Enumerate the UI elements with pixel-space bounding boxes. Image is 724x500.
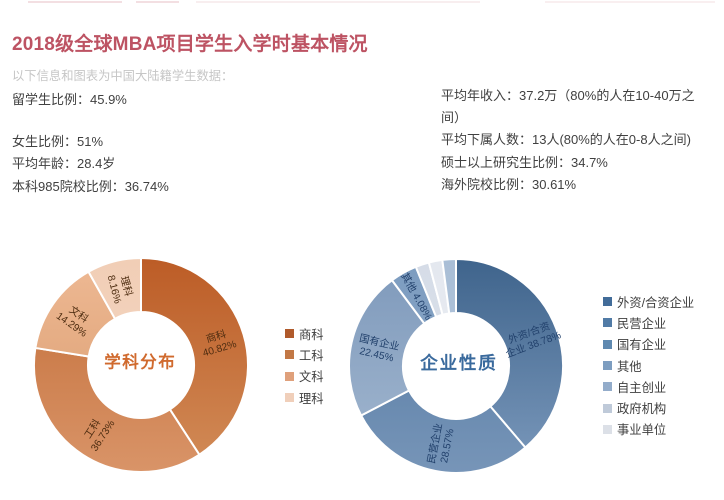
enterprise-legend-label-0: 外资/合资企业	[617, 295, 695, 310]
enterprise-slice-1	[360, 389, 527, 474]
stat-average-income: 平均年收入：37.2万（80%的人在10-40万之间）	[441, 87, 695, 125]
subject-legend-item-0: 商科	[285, 323, 324, 344]
stat-average-age: 平均年龄：28.4岁	[12, 156, 116, 172]
cropped-text-remnant	[545, 1, 715, 3]
enterprise-slice-2	[348, 279, 426, 417]
enterprise-legend-swatch-4	[603, 382, 612, 392]
cropped-text-remnant	[136, 1, 179, 3]
subject-legend-label-0: 商科	[299, 327, 324, 342]
subject-slice-1	[33, 346, 201, 473]
legend-subject: 商科 工科 文科 理科	[285, 323, 324, 408]
enterprise-legend-label-5: 政府机构	[617, 402, 667, 417]
subject-legend-label-1: 工科	[299, 348, 324, 363]
subject-legend-item-1: 工科	[285, 344, 324, 365]
page-title: 2018级全球MBA项目学生入学时基本情况	[12, 34, 368, 55]
enterprise-legend-label-6: 事业单位	[617, 423, 667, 438]
subject-legend-swatch-1	[285, 350, 294, 360]
enterprise-legend-item-2: 国有企业	[603, 334, 694, 355]
subject-legend-label-3: 理科	[299, 391, 324, 406]
cropped-text-remnant	[28, 1, 122, 3]
subject-legend-label-2: 文科	[299, 370, 324, 385]
enterprise-center-title: 企业性质	[419, 353, 497, 373]
subject-slice-3	[87, 257, 142, 320]
stats-left-group2: 女生比例：51% 平均年龄：28.4岁 本科985院校比例：36.74%	[12, 131, 169, 198]
enterprise-legend-item-3: 其他	[603, 355, 694, 376]
enterprise-legend-item-4: 自主创业	[603, 376, 694, 397]
enterprise-slice-6	[441, 258, 457, 315]
stat-master-ratio: 硕士以上研究生比例：34.7%	[441, 154, 608, 170]
subject-legend-item-3: 理科	[285, 387, 324, 408]
stat-985-ratio: 本科985院校比例：36.74%	[12, 178, 169, 194]
stat-overseas-school-ratio: 海外院校比例：30.61%	[441, 177, 577, 193]
enterprise-legend-swatch-6	[603, 424, 612, 434]
page-subtitle: 以下信息和图表为中国大陆籍学生数据：	[12, 69, 234, 83]
enterprise-slice-0	[455, 258, 564, 449]
enterprise-legend-item-6: 事业单位	[603, 419, 694, 440]
enterprise-legend-item-5: 政府机构	[603, 397, 694, 418]
stat-overseas-student-ratio: 留学生比例：45.9%	[12, 92, 127, 107]
enterprise-legend-label-2: 国有企业	[617, 338, 667, 353]
legend-enterprise: 外资/合资企业 民营企业国有企业其他自主创业政府机构事业单位	[603, 291, 694, 440]
cropped-text-remnant	[196, 1, 480, 3]
enterprise-legend-item-1: 民营企业	[603, 312, 694, 333]
subject-center-title: 学科分布	[104, 351, 176, 371]
subject-legend-swatch-3	[285, 393, 294, 403]
stats-left-group1: 留学生比例：45.9%	[12, 89, 127, 110]
enterprise-legend-swatch-5	[603, 403, 612, 413]
stat-subordinates: 平均下属人数：13人(80%的人在0-8人之间)	[441, 132, 691, 148]
enterprise-legend-label-4: 自主创业	[617, 380, 667, 395]
enterprise-legend-swatch-3	[603, 361, 612, 371]
subject-legend-swatch-2	[285, 371, 294, 381]
stat-female-ratio: 女生比例：51%	[12, 134, 104, 149]
subject-slice-0	[140, 257, 249, 456]
enterprise-legend-swatch-0	[603, 297, 612, 307]
enterprise-legend-label-3: 其他	[617, 359, 642, 374]
stats-right-group: 平均年收入：37.2万（80%的人在10-40万之间） 平均下属人数：13人(8…	[441, 85, 701, 197]
enterprise-legend-swatch-2	[603, 339, 612, 349]
subject-legend-swatch-0	[285, 329, 294, 339]
subject-legend-item-2: 文科	[285, 366, 324, 387]
enterprise-legend-label-1: 民营企业	[617, 316, 667, 331]
enterprise-legend-item-0: 外资/合资企业	[603, 291, 694, 312]
enterprise-legend-swatch-1	[603, 318, 612, 328]
